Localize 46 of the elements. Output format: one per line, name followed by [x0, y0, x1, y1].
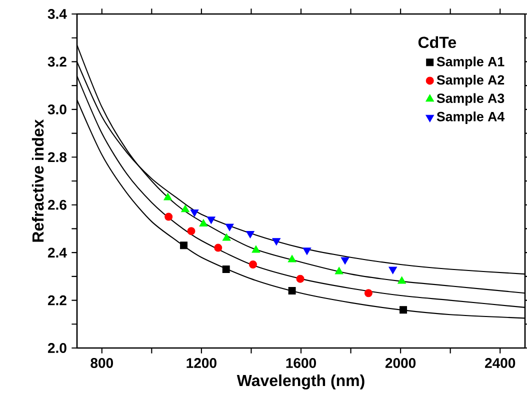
point	[334, 266, 344, 274]
legend-label: Sample A3	[436, 93, 504, 106]
point	[206, 216, 216, 224]
y-tick-label: 3.2	[48, 56, 66, 67]
point	[246, 230, 254, 238]
y-tick-label: 2.6	[48, 200, 66, 210]
point	[248, 260, 257, 268]
point	[222, 266, 230, 274]
point	[164, 192, 172, 200]
point	[225, 224, 234, 232]
x-axis-title: Wavelength (nm)	[236, 374, 364, 390]
y-tick-label: 2.4	[48, 248, 67, 258]
point	[199, 219, 208, 226]
point	[164, 212, 173, 221]
point	[222, 233, 231, 241]
point	[302, 248, 312, 255]
y-tick-label: 3.4	[48, 9, 67, 19]
point	[252, 245, 260, 253]
point	[214, 244, 222, 252]
point	[190, 209, 199, 217]
point	[288, 254, 296, 262]
point	[388, 266, 398, 274]
point	[398, 276, 406, 284]
point	[187, 227, 196, 236]
point	[364, 289, 372, 298]
y-tick-label: 2.2	[48, 295, 66, 306]
point	[181, 204, 190, 212]
x-tick-label: 2000	[385, 358, 416, 368]
y-axis-title: Refractive index	[32, 119, 44, 242]
point	[272, 238, 281, 246]
point	[296, 274, 304, 283]
legend-label: Sample A2	[436, 74, 504, 88]
point	[400, 306, 408, 314]
legend-label: Sample A4	[436, 112, 505, 124]
x-tick-label: 1600	[286, 358, 316, 368]
point	[180, 242, 188, 250]
x-tick-label: 1200	[186, 358, 216, 368]
legend-label: Sample A1	[436, 56, 504, 69]
x-tick-label: 2400	[485, 358, 516, 368]
x-tick-label: 800	[90, 358, 113, 368]
y-tick-label: 2.0	[48, 343, 66, 353]
legend-title: CdTe	[418, 36, 456, 48]
point	[288, 287, 296, 294]
y-tick-label: 3.0	[48, 104, 66, 114]
y-tick-label: 2.8	[48, 152, 67, 162]
point	[340, 257, 350, 265]
